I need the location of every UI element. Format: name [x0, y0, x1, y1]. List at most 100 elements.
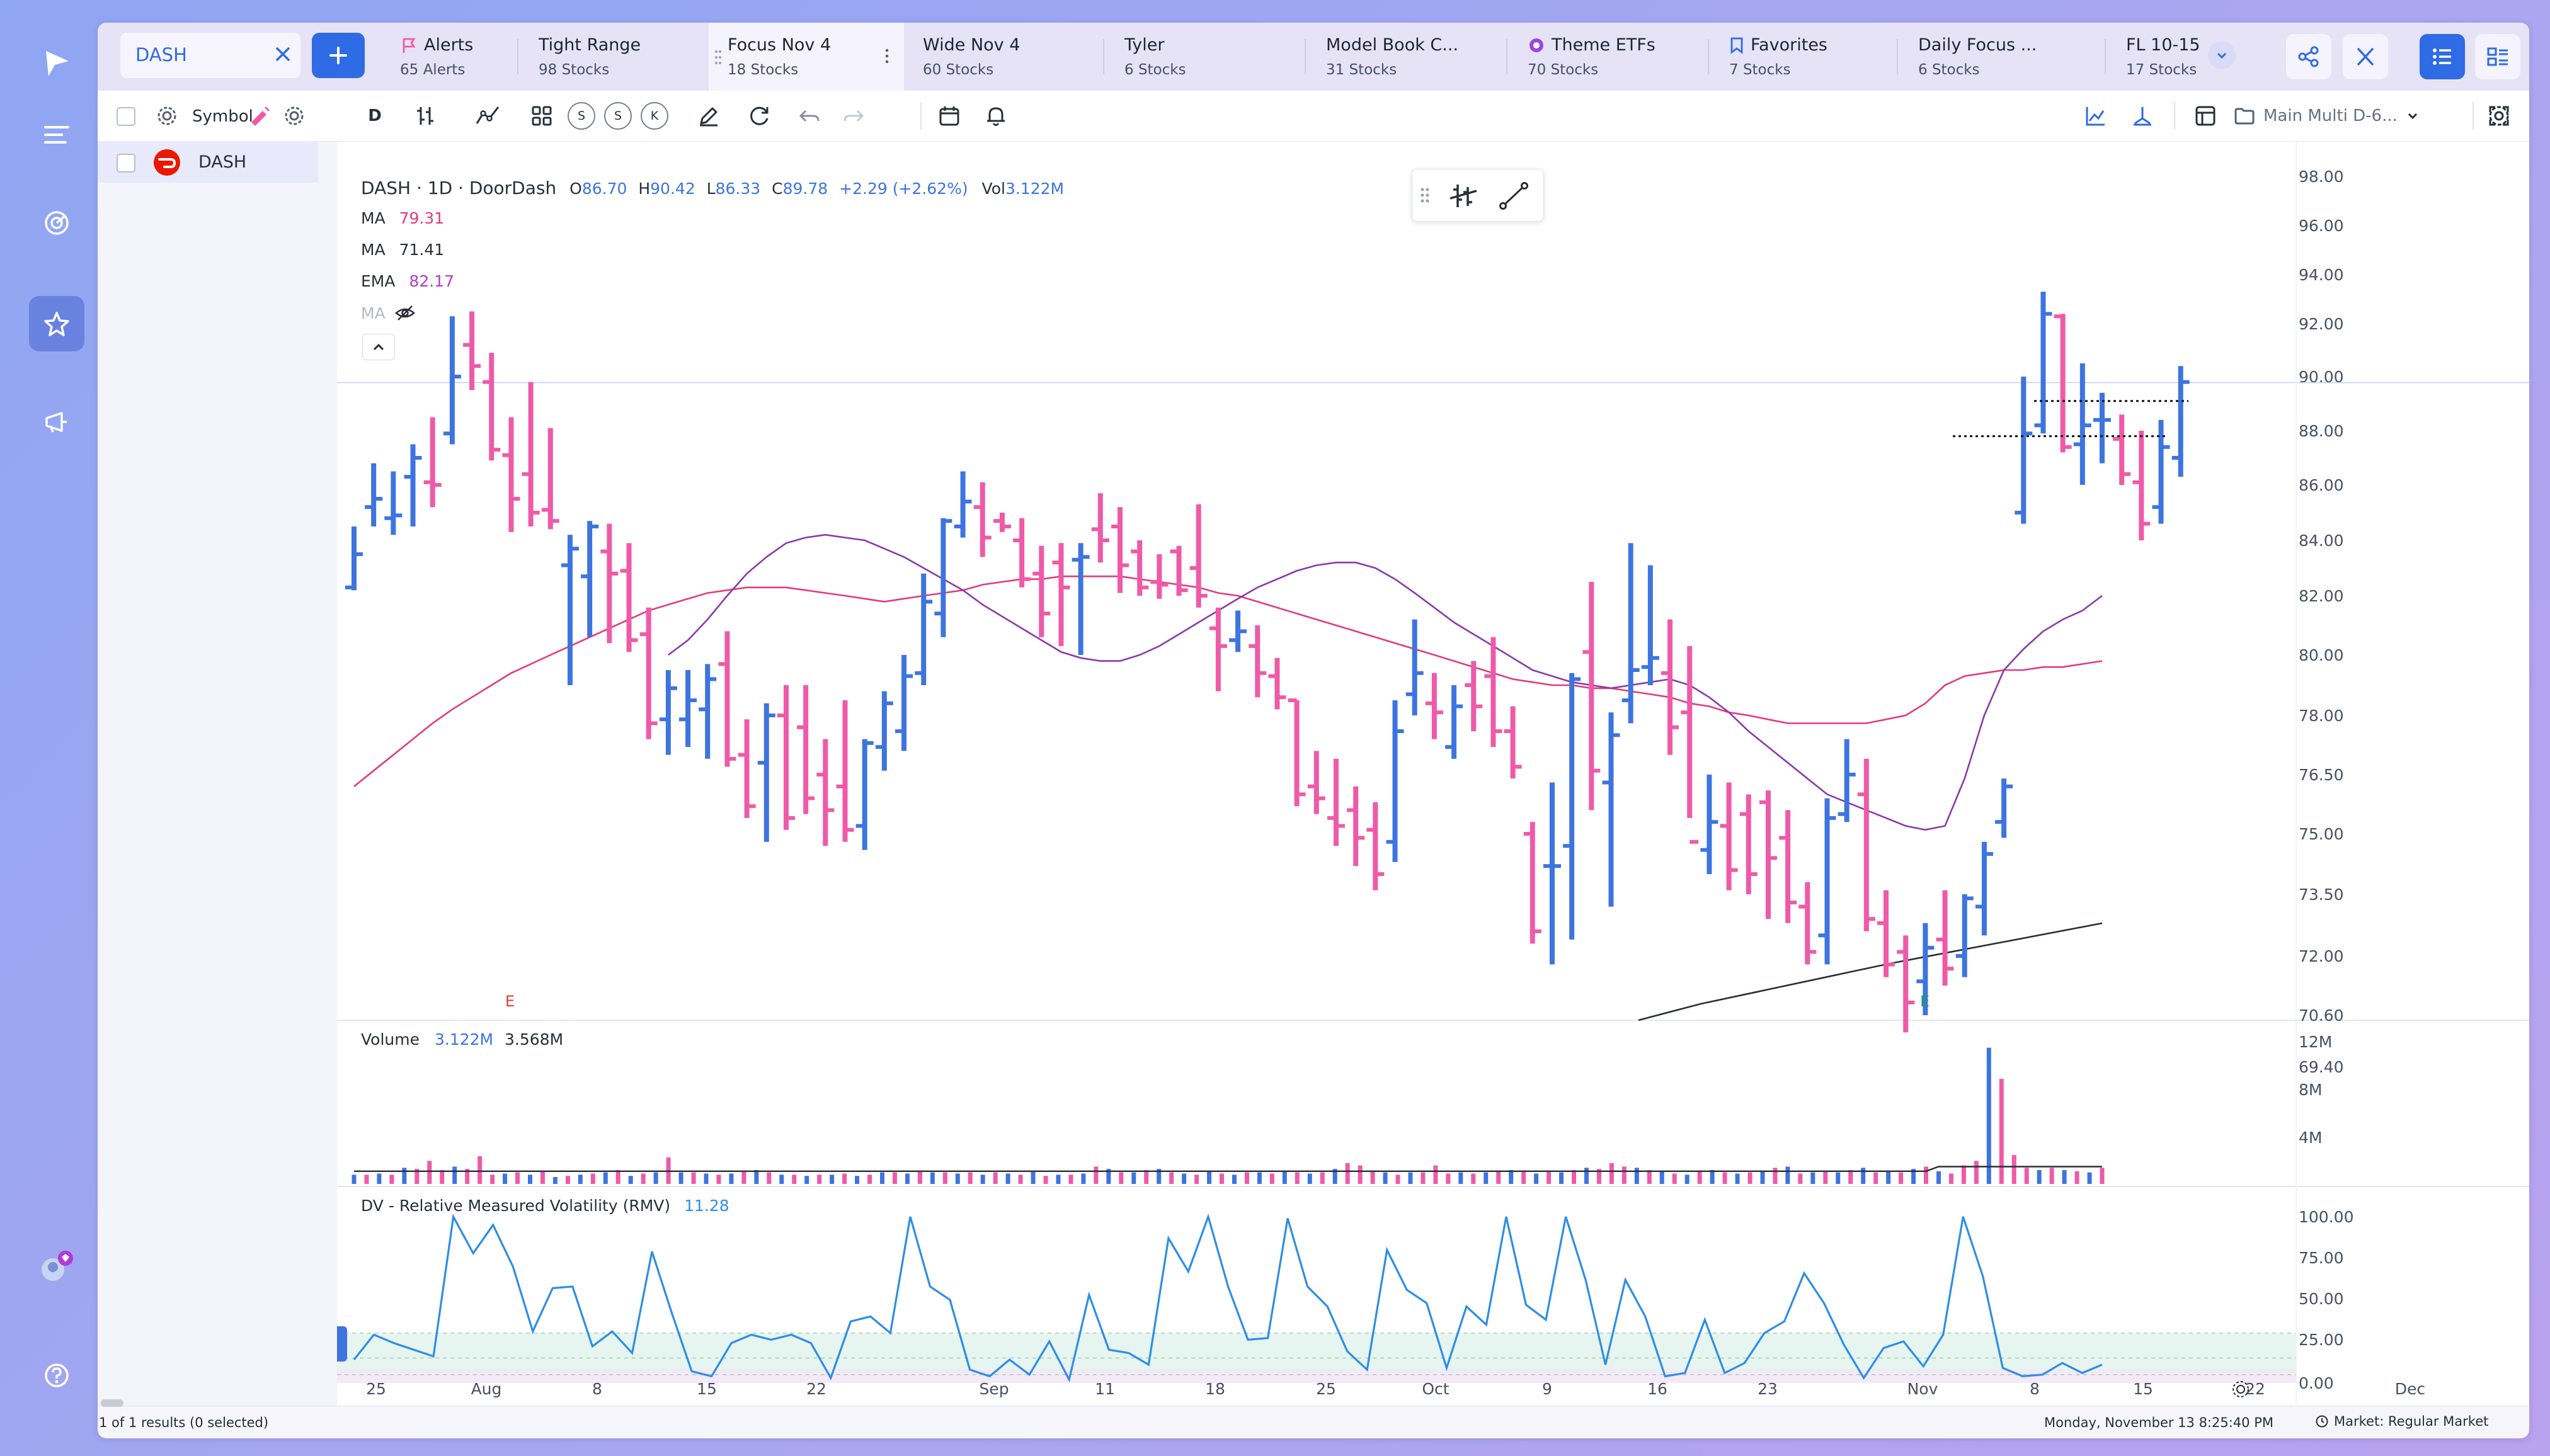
study-k-button[interactable]: K — [639, 101, 670, 131]
drag-handle-icon[interactable] — [1419, 186, 1431, 207]
add-tab-button[interactable] — [312, 33, 365, 78]
ohlc-bar — [1288, 698, 1306, 807]
ohlc-bar — [423, 417, 442, 508]
price-axis-label: 90.00 — [2299, 368, 2344, 386]
alert-flag-icon — [403, 38, 416, 53]
ohlc-bar — [365, 463, 383, 526]
layout-button[interactable] — [2187, 101, 2224, 131]
indicators-button[interactable] — [469, 101, 507, 131]
open-label: O — [569, 179, 582, 198]
symbol-column-header[interactable]: Symbol — [192, 107, 253, 126]
ma-legend-2[interactable]: MA 71.41 — [361, 241, 444, 259]
row-checkbox[interactable] — [117, 154, 135, 173]
chart-type-button[interactable] — [2077, 101, 2115, 131]
tab-alerts[interactable]: Alerts 65 Alerts — [381, 23, 520, 91]
list-view-button[interactable] — [2420, 34, 2465, 79]
tab-tyler[interactable]: Tyler 6 Stocks — [1106, 23, 1307, 91]
share-button[interactable] — [2286, 34, 2331, 79]
tab-theme-etfs[interactable]: Theme ETFs 70 Stocks — [1509, 23, 1710, 91]
draw-button[interactable] — [690, 101, 728, 131]
tab-daily-focus[interactable]: Daily Focus ... 6 Stocks — [1899, 23, 2107, 91]
ohlc-bar — [1052, 543, 1070, 646]
column-settings-icon[interactable] — [283, 105, 306, 130]
grid-view-button[interactable] — [2475, 34, 2520, 79]
tab-tight-range[interactable]: Tight Range 98 Stocks — [520, 23, 709, 91]
megaphone-icon[interactable] — [29, 394, 84, 450]
study-s2-button[interactable]: S — [603, 101, 633, 131]
ohlc-bar — [443, 316, 461, 445]
refresh-button[interactable] — [740, 101, 778, 131]
ohlc-bar — [2073, 363, 2091, 485]
ohlc-bar — [934, 518, 952, 637]
clear-sort-icon[interactable] — [246, 103, 272, 131]
pane-expand-handle[interactable] — [337, 1326, 347, 1362]
ohlc-bar — [1327, 758, 1345, 846]
doordash-logo — [153, 149, 181, 179]
ohlc-bar — [404, 444, 422, 526]
ma-legend-1[interactable]: MA 79.31 — [361, 209, 444, 227]
symbol-search-value[interactable]: DASH — [135, 44, 187, 65]
drag-handle-icon[interactable] — [714, 48, 723, 67]
scrollbar-handle[interactable] — [101, 1399, 123, 1407]
ma-legend-hidden[interactable]: MA — [361, 304, 416, 322]
volume-legend: Volume 3.122M 3.568M — [361, 1030, 563, 1049]
tab-favorites[interactable]: Favorites 7 Stocks — [1710, 23, 1899, 91]
rmv-axis-label: 100.00 — [2299, 1208, 2353, 1226]
x-share-button[interactable] — [2343, 34, 2388, 79]
rmv-value: 11.28 — [684, 1197, 729, 1215]
star-icon[interactable] — [29, 296, 84, 351]
list-icon[interactable] — [29, 107, 84, 162]
price-axis-label: 86.00 — [2299, 476, 2344, 494]
ohlc-bar — [2015, 377, 2033, 524]
calendar-button[interactable] — [930, 101, 968, 131]
trendline-icon[interactable] — [1498, 181, 1529, 213]
fullscreen-button[interactable] — [2480, 101, 2518, 131]
price-axis-label: 94.00 — [2299, 266, 2344, 284]
interval-selector[interactable]: D — [368, 106, 382, 125]
list-item[interactable]: DASH — [98, 141, 318, 183]
settings-icon[interactable] — [156, 105, 178, 130]
radar-icon[interactable] — [29, 195, 84, 251]
bar-style-button[interactable] — [406, 101, 444, 131]
avatar[interactable] — [29, 1239, 84, 1295]
symbol-search[interactable]: DASH — [120, 33, 300, 78]
ema-legend[interactable]: EMA 82.17 — [361, 272, 454, 290]
list-view-icon — [2433, 48, 2451, 65]
logo-icon[interactable] — [29, 35, 84, 91]
ohlc-bar — [1936, 890, 1954, 986]
chart-settings-button[interactable] — [2480, 101, 2518, 131]
close-icon[interactable] — [272, 42, 294, 69]
compare-button[interactable] — [2124, 101, 2161, 131]
more-icon[interactable] — [884, 47, 890, 65]
study-s1-button[interactable]: S — [566, 101, 597, 131]
ohlc-bar — [659, 670, 677, 755]
ohlc-bar — [757, 703, 775, 842]
bar-pattern-icon[interactable] — [1448, 181, 1479, 213]
tab-subtitle: 6 Stocks — [1918, 62, 1980, 78]
gear-teeth — [2233, 1381, 2249, 1397]
layout-selector[interactable]: Main Multi D-6... — [2233, 101, 2435, 131]
chart-area[interactable]: 98.00 96.00 94.00 92.00 90.00 88.00 86.00 84.00… — [337, 141, 2529, 1406]
time-axis-label: 22 — [2245, 1380, 2265, 1398]
select-all-checkbox[interactable] — [117, 107, 135, 126]
price-chart[interactable]: 98.0096.0094.0092.0090.0088.0086.0084.00… — [337, 141, 2529, 1406]
rmv-name: DV - Relative Measured Volatility (RMV) — [361, 1197, 671, 1215]
tabs-overflow-button[interactable] — [2208, 42, 2236, 69]
tab-focus-nov-4[interactable]: Focus Nov 4 18 Stocks — [709, 23, 904, 91]
ohlc-bar — [1131, 540, 1149, 596]
alert-button[interactable] — [977, 101, 1015, 131]
tab-wide-nov-4[interactable]: Wide Nov 4 60 Stocks — [904, 23, 1106, 91]
watchlist-tab-bar: DASH Alerts 65 Alerts Tight Range 98 Stocks… — [98, 23, 2529, 91]
tab-model-book-c[interactable]: Model Book C... 31 Stocks — [1307, 23, 1509, 91]
templates-button[interactable] — [523, 101, 561, 131]
undo-button[interactable] — [791, 101, 828, 131]
collapse-legend-button[interactable] — [362, 334, 395, 360]
tab-fl-10-15[interactable]: FL 10-15 17 Stocks — [2107, 23, 2252, 91]
help-icon[interactable] — [29, 1348, 84, 1403]
gear-core — [2236, 1385, 2245, 1394]
tab-subtitle: 65 Alerts — [400, 62, 466, 78]
price-axis-label: 70.60 — [2299, 1006, 2344, 1025]
redo-button[interactable] — [835, 101, 872, 131]
ohlc-bar — [973, 482, 992, 557]
tab-subtitle: 31 Stocks — [1326, 62, 1397, 78]
